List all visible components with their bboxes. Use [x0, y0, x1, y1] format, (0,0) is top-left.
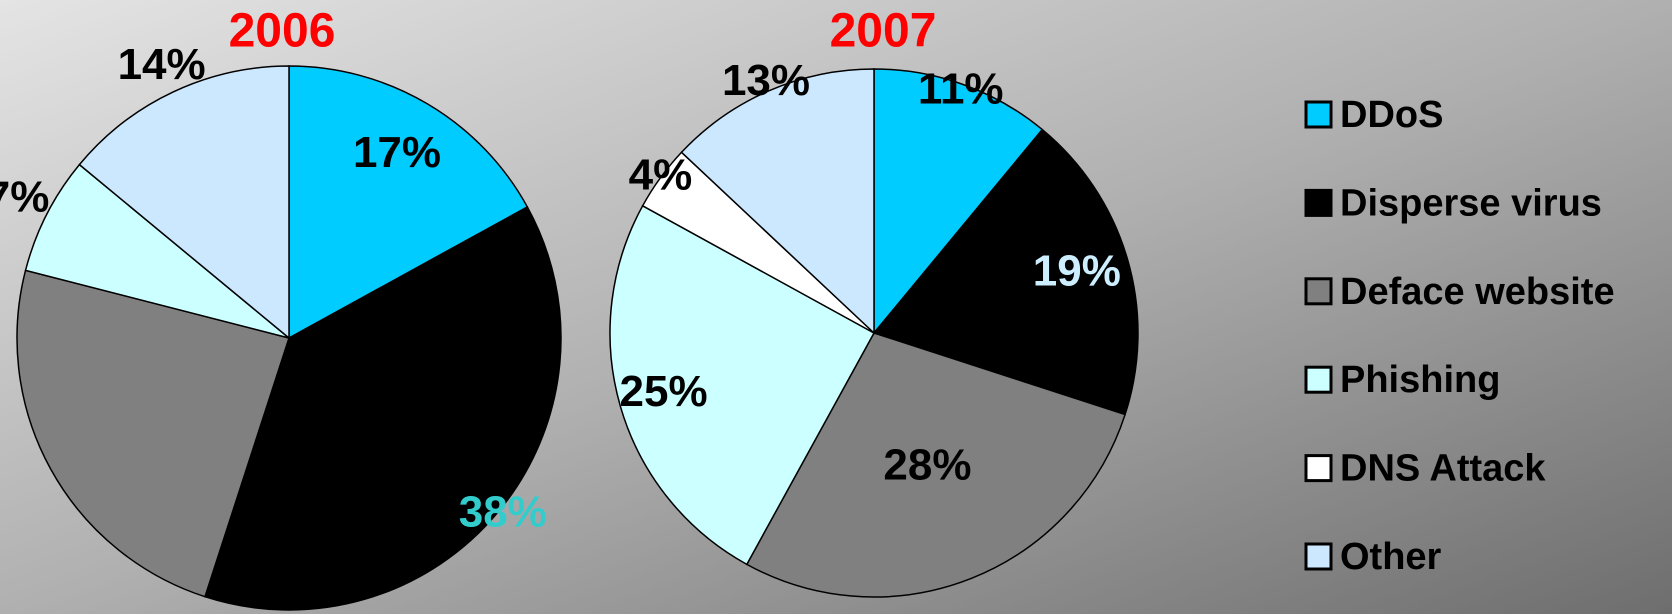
chart-title: 2007 — [830, 5, 937, 58]
pie-slice — [288, 65, 529, 340]
legend-swatch — [1304, 188, 1333, 217]
legend-swatch — [1304, 542, 1333, 571]
legend-label: Other — [1340, 536, 1442, 578]
data-label: 14% — [118, 40, 206, 89]
legend-label: Phishing — [1340, 359, 1500, 401]
pie-slice — [24, 163, 290, 339]
data-label: 25% — [620, 367, 708, 416]
legend-swatch — [1304, 100, 1333, 129]
data-label: 38% — [459, 487, 547, 536]
data-label: 4% — [629, 150, 693, 199]
data-label: 17% — [353, 128, 441, 177]
legend-label: DDoS — [1340, 94, 1443, 136]
data-label: 11% — [918, 65, 1004, 114]
pie-slice — [745, 332, 1127, 598]
data-label: 19% — [1033, 247, 1121, 296]
data-label: 7% — [0, 172, 49, 221]
legend-swatch — [1304, 365, 1333, 394]
pie-slice — [872, 128, 1139, 416]
legend-label: Deface website — [1340, 271, 1615, 313]
legend-swatch — [1304, 454, 1333, 483]
legend-label: Disperse virus — [1340, 182, 1602, 224]
chart-title: 2006 — [229, 5, 336, 58]
pie-slice — [609, 204, 876, 566]
legend-swatch — [1304, 277, 1333, 306]
pie-slice — [16, 269, 290, 598]
legend-label: DNS Attack — [1340, 448, 1546, 490]
pie-slice — [204, 205, 562, 611]
pie-slice — [873, 68, 1044, 336]
data-label: 28% — [883, 441, 971, 490]
pie-slice — [78, 65, 290, 340]
pie-slice — [680, 68, 875, 335]
data-label: 13% — [722, 56, 810, 105]
